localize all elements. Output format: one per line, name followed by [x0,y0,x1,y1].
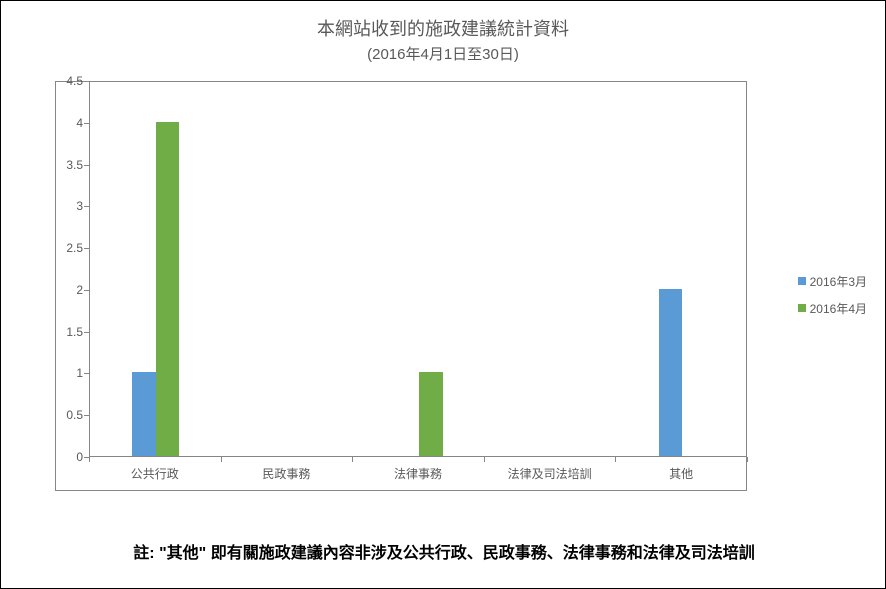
bar [659,289,683,456]
bar [419,372,443,456]
legend-label: 2016年3月 [810,273,867,290]
footnote: 註: "其他" 即有關施政建議內容非涉及公共行政、民政事務、法律事務和法律及司法… [1,539,886,563]
legend: 2016年3月 2016年4月 [798,263,867,327]
legend-swatch [798,277,806,285]
category-label: 民政事務 [262,465,310,482]
title-block: 本網站收到的施政建議統計資料 (2016年4月1日至30日) [1,1,885,64]
y-tick-label: 4 [55,116,83,130]
y-tick-label: 2.5 [55,241,83,255]
category-tick [89,457,90,462]
chart-title: 本網站收到的施政建議統計資料 [1,15,885,41]
category-tick [221,457,222,462]
chart-subtitle: (2016年4月1日至30日) [1,43,885,64]
plot-area [89,81,747,457]
y-tick-label: 0 [55,450,83,464]
category-label: 其他 [669,465,693,482]
category-label: 法律事務 [394,465,442,482]
legend-label: 2016年4月 [810,300,867,317]
y-tick-label: 1 [55,366,83,380]
y-tick-label: 3.5 [55,158,83,172]
legend-swatch [798,304,806,312]
category-tick [352,457,353,462]
bar [132,372,156,456]
bar [156,122,180,456]
legend-item: 2016年3月 [798,273,867,290]
category-tick [615,457,616,462]
chart-frame: 本網站收到的施政建議統計資料 (2016年4月1日至30日) 0 0.5 1 1.5 2… [0,0,886,589]
y-tick-label: 1.5 [55,325,83,339]
category-label: 法律及司法培訓 [508,465,592,482]
y-tick-label: 0.5 [55,408,83,422]
category-tick [747,457,748,462]
y-tick-label: 2 [55,283,83,297]
y-tick-label: 4.5 [55,74,83,88]
legend-item: 2016年4月 [798,300,867,317]
y-tick-label: 3 [55,199,83,213]
category-tick [484,457,485,462]
category-label: 公共行政 [131,465,179,482]
